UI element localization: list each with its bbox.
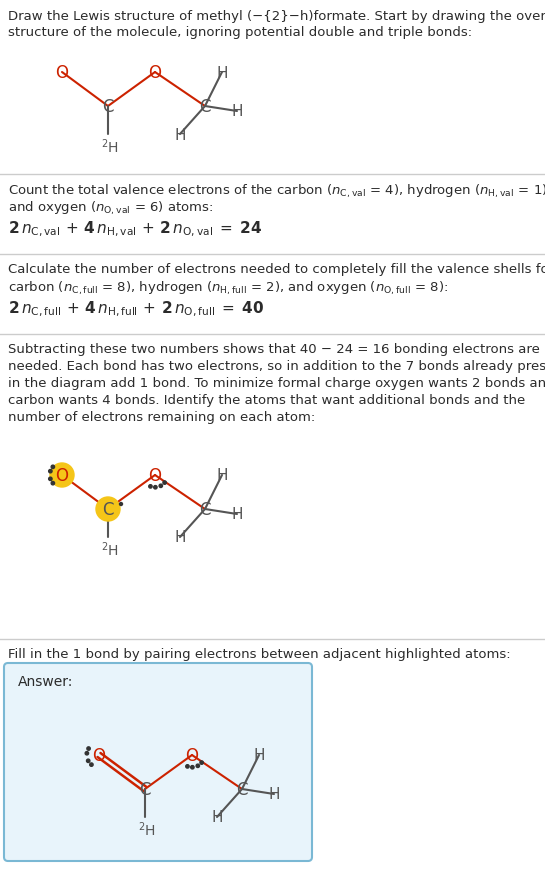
Text: O: O <box>148 467 161 484</box>
Text: H: H <box>211 810 223 825</box>
Circle shape <box>87 760 90 763</box>
Circle shape <box>51 466 54 469</box>
Text: O: O <box>185 746 198 764</box>
Circle shape <box>85 752 89 755</box>
Circle shape <box>200 761 203 765</box>
Text: H: H <box>174 128 186 143</box>
Circle shape <box>90 763 93 766</box>
Text: C: C <box>102 501 114 519</box>
Text: Calculate the number of electrons needed to completely fill the valence shells f: Calculate the number of electrons needed… <box>8 262 545 275</box>
Text: H: H <box>216 468 228 483</box>
Circle shape <box>191 766 194 769</box>
Circle shape <box>49 470 52 474</box>
Text: 2$\,$$n_{\mathrm{C,full}}$$\,+\,$4$\,$$n_{\mathrm{H,full}}$$\,+\,$2$\,$$n_{\math: 2$\,$$n_{\mathrm{C,full}}$$\,+\,$4$\,$$n… <box>8 300 264 319</box>
Circle shape <box>119 503 123 506</box>
Text: O: O <box>93 746 106 764</box>
Text: 2$\,$$n_{\mathrm{C,val}}$$\,+\,$4$\,$$n_{\mathrm{H,val}}$$\,+\,$2$\,$$n_{\mathrm: 2$\,$$n_{\mathrm{C,val}}$$\,+\,$4$\,$$n_… <box>8 220 262 239</box>
Circle shape <box>51 482 54 485</box>
Text: H: H <box>231 104 243 119</box>
Ellipse shape <box>96 497 120 521</box>
Text: Answer:: Answer: <box>18 674 74 688</box>
Circle shape <box>87 747 90 751</box>
Circle shape <box>159 485 162 488</box>
Text: carbon ($n_{\mathrm{C,full}}$ = 8), hydrogen ($n_{\mathrm{H,full}}$ = 2), and ox: carbon ($n_{\mathrm{C,full}}$ = 8), hydr… <box>8 280 448 297</box>
Text: $^2$H: $^2$H <box>101 540 119 558</box>
Text: H: H <box>216 65 228 81</box>
Text: $^2$H: $^2$H <box>138 819 156 838</box>
Text: C: C <box>199 98 211 116</box>
Text: C: C <box>236 780 248 798</box>
Circle shape <box>49 478 52 481</box>
Text: in the diagram add 1 bond. To minimize formal charge oxygen wants 2 bonds and: in the diagram add 1 bond. To minimize f… <box>8 376 545 389</box>
Text: H: H <box>268 786 280 801</box>
Circle shape <box>154 486 157 489</box>
Text: H: H <box>231 507 243 522</box>
Ellipse shape <box>50 463 74 488</box>
Circle shape <box>163 481 166 485</box>
Text: Draw the Lewis structure of methyl (−{2}−h)formate. Start by drawing the overall: Draw the Lewis structure of methyl (−{2}… <box>8 10 545 23</box>
Text: C: C <box>199 501 211 519</box>
Text: H: H <box>253 747 265 763</box>
Text: C: C <box>140 780 151 798</box>
Text: O: O <box>148 64 161 82</box>
Text: needed. Each bond has two electrons, so in addition to the 7 bonds already prese: needed. Each bond has two electrons, so … <box>8 360 545 373</box>
Text: Count the total valence electrons of the carbon ($n_{\mathrm{C,val}}$ = 4), hydr: Count the total valence electrons of the… <box>8 182 545 200</box>
Text: O: O <box>56 467 69 484</box>
Text: number of electrons remaining on each atom:: number of electrons remaining on each at… <box>8 410 315 423</box>
Text: carbon wants 4 bonds. Identify the atoms that want additional bonds and the: carbon wants 4 bonds. Identify the atoms… <box>8 394 525 407</box>
Text: and oxygen ($n_{\mathrm{O,val}}$ = 6) atoms:: and oxygen ($n_{\mathrm{O,val}}$ = 6) at… <box>8 200 213 217</box>
Circle shape <box>196 764 199 767</box>
Text: structure of the molecule, ignoring potential double and triple bonds:: structure of the molecule, ignoring pote… <box>8 26 472 39</box>
Text: Subtracting these two numbers shows that 40 − 24 = 16 bonding electrons are: Subtracting these two numbers shows that… <box>8 342 540 355</box>
Text: C: C <box>102 98 114 116</box>
Text: Fill in the 1 bond by pairing electrons between adjacent highlighted atoms:: Fill in the 1 bond by pairing electrons … <box>8 647 511 660</box>
Text: H: H <box>174 530 186 545</box>
Circle shape <box>149 485 152 488</box>
Text: $^2$H: $^2$H <box>101 136 119 156</box>
Circle shape <box>186 765 189 768</box>
Text: O: O <box>56 64 69 82</box>
FancyBboxPatch shape <box>4 663 312 861</box>
